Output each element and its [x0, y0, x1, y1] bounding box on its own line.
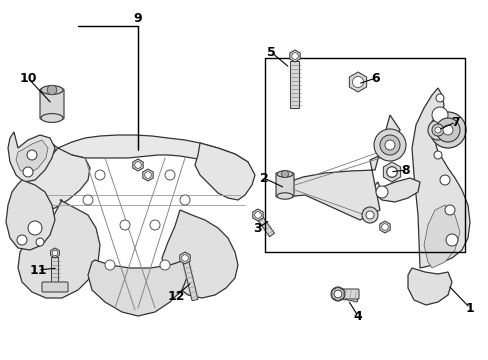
Text: 2: 2 — [259, 171, 268, 184]
Text: 5: 5 — [266, 45, 275, 58]
Circle shape — [427, 120, 447, 140]
Polygon shape — [195, 143, 254, 200]
Circle shape — [291, 53, 298, 59]
Circle shape — [134, 162, 141, 168]
Polygon shape — [289, 50, 300, 62]
Circle shape — [27, 150, 37, 160]
Circle shape — [361, 207, 377, 223]
Polygon shape — [411, 88, 469, 268]
Ellipse shape — [41, 86, 63, 94]
Circle shape — [445, 234, 457, 246]
Polygon shape — [180, 252, 190, 264]
Circle shape — [435, 94, 443, 102]
Circle shape — [150, 220, 160, 230]
Text: 6: 6 — [371, 72, 380, 85]
Circle shape — [254, 212, 261, 218]
Polygon shape — [162, 210, 238, 298]
Polygon shape — [88, 260, 187, 316]
Circle shape — [23, 167, 33, 177]
Circle shape — [105, 260, 115, 270]
Text: 7: 7 — [451, 116, 459, 129]
Circle shape — [431, 107, 447, 123]
Polygon shape — [383, 162, 400, 182]
Circle shape — [36, 238, 44, 246]
Text: 3: 3 — [253, 221, 262, 234]
Text: 12: 12 — [167, 289, 184, 302]
Circle shape — [120, 220, 130, 230]
Circle shape — [433, 151, 441, 159]
Text: 1: 1 — [465, 302, 473, 315]
Circle shape — [365, 211, 373, 219]
Text: 8: 8 — [401, 163, 409, 176]
Circle shape — [429, 112, 465, 148]
Circle shape — [330, 287, 345, 301]
Circle shape — [373, 129, 405, 161]
Circle shape — [28, 221, 42, 235]
Polygon shape — [20, 148, 90, 212]
Polygon shape — [379, 221, 389, 233]
Circle shape — [281, 171, 288, 177]
Circle shape — [434, 127, 440, 133]
FancyBboxPatch shape — [40, 89, 64, 119]
FancyBboxPatch shape — [336, 289, 358, 299]
Circle shape — [52, 250, 58, 256]
Circle shape — [375, 186, 387, 198]
Circle shape — [95, 170, 105, 180]
FancyBboxPatch shape — [290, 62, 299, 108]
Circle shape — [431, 124, 443, 136]
Circle shape — [379, 135, 399, 155]
Polygon shape — [182, 257, 198, 301]
Polygon shape — [348, 72, 366, 92]
Circle shape — [333, 290, 341, 298]
Circle shape — [352, 77, 363, 87]
Circle shape — [439, 175, 449, 185]
Circle shape — [47, 85, 57, 95]
Polygon shape — [142, 169, 153, 181]
Circle shape — [435, 118, 459, 142]
Circle shape — [384, 140, 394, 150]
Text: 4: 4 — [353, 310, 362, 323]
Polygon shape — [8, 132, 55, 182]
Polygon shape — [423, 205, 459, 268]
Circle shape — [333, 290, 341, 298]
FancyBboxPatch shape — [275, 173, 293, 197]
Text: 9: 9 — [133, 12, 142, 24]
Circle shape — [386, 166, 397, 177]
Polygon shape — [252, 209, 263, 221]
Ellipse shape — [276, 193, 292, 199]
Polygon shape — [16, 140, 48, 174]
Circle shape — [386, 167, 396, 177]
Ellipse shape — [276, 171, 292, 177]
Circle shape — [444, 205, 454, 215]
Polygon shape — [331, 287, 344, 301]
Polygon shape — [373, 178, 419, 202]
Polygon shape — [18, 200, 100, 298]
Polygon shape — [276, 115, 399, 220]
Circle shape — [164, 170, 175, 180]
Text: 10: 10 — [19, 72, 37, 85]
Circle shape — [17, 235, 27, 245]
Circle shape — [144, 172, 151, 178]
Polygon shape — [407, 268, 451, 305]
Polygon shape — [51, 248, 59, 258]
Circle shape — [442, 125, 452, 135]
FancyBboxPatch shape — [42, 282, 68, 292]
Text: 11: 11 — [29, 264, 47, 276]
Ellipse shape — [41, 114, 63, 122]
Circle shape — [83, 195, 93, 205]
Circle shape — [182, 255, 188, 261]
Circle shape — [180, 195, 190, 205]
Polygon shape — [44, 135, 247, 172]
Polygon shape — [255, 213, 274, 237]
Polygon shape — [337, 290, 358, 302]
FancyBboxPatch shape — [51, 257, 59, 285]
Polygon shape — [133, 159, 143, 171]
Polygon shape — [6, 180, 55, 250]
Circle shape — [160, 260, 170, 270]
Circle shape — [381, 224, 387, 230]
